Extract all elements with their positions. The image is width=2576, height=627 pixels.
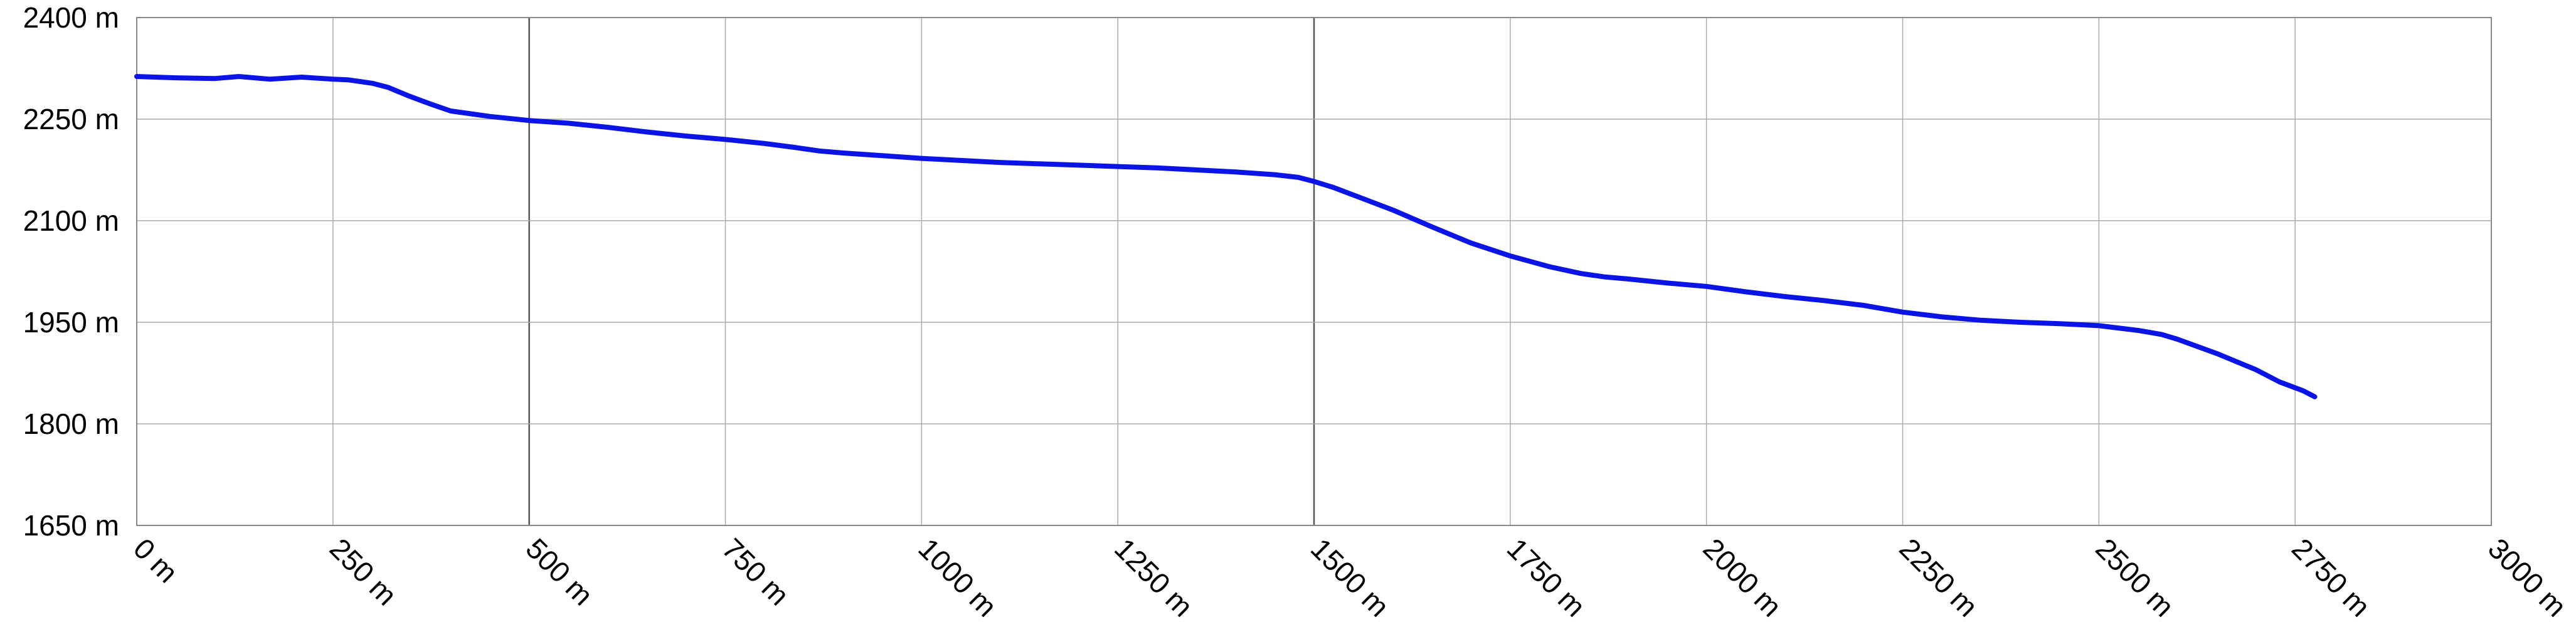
elevation-series-line — [134, 74, 2318, 399]
y-tick-label: 1650 m — [23, 509, 119, 542]
y-tick-label: 2100 m — [23, 204, 119, 237]
y-tick-label: 2400 m — [23, 1, 119, 34]
plot-frame — [136, 17, 2492, 526]
y-tick-label: 2250 m — [23, 103, 119, 135]
y-tick-label: 1800 m — [23, 408, 119, 440]
y-tick-label: 1950 m — [23, 306, 119, 339]
series-layer — [134, 74, 2318, 399]
y-axis-tick-labels: 1650 m 1800 m 1950 m 2100 m 2250 m 2400 m — [23, 1, 119, 542]
